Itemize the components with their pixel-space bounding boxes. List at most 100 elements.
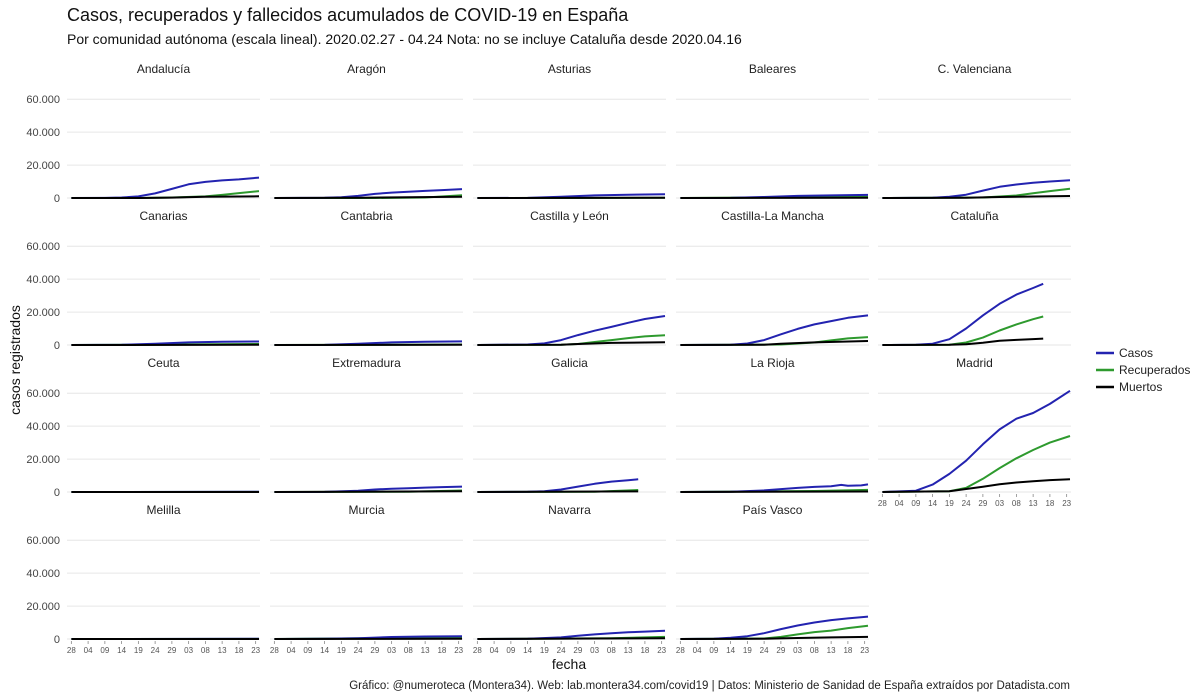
y-tick-label: 20.000 [26,307,60,319]
panel-melilla: Melilla 0 20.000 40.000 60.000 28 04 09 14 19 24 29… [26,503,260,655]
x-tick-label: 28 [67,646,76,655]
facet-panels: Andalucía 0 20.000 40.000 60.000 Aragón Asturi… [26,62,1071,655]
panel-navarra: Navarra 28 04 09 14 19 24 29 03 08 13 18 23 [473,503,667,655]
y-tick-label: 40.000 [26,421,60,433]
x-tick-label: 28 [676,646,685,655]
series-line-muertos [680,490,869,493]
series-line-casos [882,282,1044,346]
series-line-muertos [882,337,1044,346]
panel-title: Murcia [348,503,384,517]
series-line-casos [680,314,869,346]
legend-label: Casos [1119,346,1153,360]
series-line-muertos [882,195,1071,199]
x-tick-label: 23 [860,646,869,655]
legend-item-casos: Casos [1096,346,1153,360]
x-tick-label: 14 [320,646,329,655]
x-tick-label: 24 [760,646,769,655]
x-tick-label: 08 [201,646,210,655]
x-tick-label: 23 [1062,499,1071,508]
panel-title: Castilla-La Mancha [721,209,824,223]
y-tick-label: 20.000 [26,160,60,172]
y-tick-label: 60.000 [26,94,60,106]
x-tick-label: 24 [354,646,363,655]
x-axis-title: fecha [552,656,586,672]
x-tick-label: 19 [540,646,549,655]
x-tick-label: 18 [234,646,243,655]
x-tick-label: 04 [287,646,296,655]
y-tick-label: 40.000 [26,274,60,286]
panel-madrid: Madrid 28 04 09 14 19 24 29 03 08 13 18 23 [878,356,1072,508]
x-tick-label: 18 [843,646,852,655]
y-tick-label: 0 [54,487,60,499]
panel-galicia: Galicia [473,356,666,493]
x-tick-label: 08 [607,646,616,655]
x-tick-label: 13 [827,646,836,655]
panel-title: Navarra [548,503,591,517]
series-line-casos [680,615,869,640]
y-tick-label: 60.000 [26,388,60,400]
series-line-muertos [274,195,463,199]
x-tick-label: 14 [726,646,735,655]
panel-extremadura: Extremadura [270,356,463,493]
y-tick-label: 40.000 [26,127,60,139]
panel-title: Andalucía [137,62,191,76]
x-tick-label: 04 [693,646,702,655]
y-tick-label: 20.000 [26,454,60,466]
series-line-casos [882,179,1071,199]
y-tick-label: 0 [54,193,60,205]
x-tick-label: 03 [793,646,802,655]
series-line-recuperados [882,435,1071,493]
x-tick-label: 28 [270,646,279,655]
x-tick-label: 08 [404,646,413,655]
panel-castilla-y-leon: Castilla y León [473,209,666,346]
x-tick-label: 18 [1045,499,1054,508]
x-tick-label: 19 [337,646,346,655]
y-axis-title: casos registrados [7,305,23,415]
x-tick-label: 03 [590,646,599,655]
panel-title: Madrid [956,356,993,370]
x-tick-label: 29 [573,646,582,655]
panel-murcia: Murcia 28 04 09 14 19 24 29 03 08 13 18 23 [270,503,464,655]
x-tick-label: 09 [100,646,109,655]
x-tick-label: 23 [251,646,260,655]
series-line-muertos [477,490,639,493]
chart-caption: Gráfico: @numeroteca (Montera34). Web: l… [349,680,1070,692]
x-tick-label: 04 [84,646,93,655]
panel-baleares: Baleares [676,62,869,199]
panel-title: La Rioja [750,356,794,370]
panel-title: Ceuta [147,356,179,370]
x-tick-label: 14 [928,499,937,508]
chart-subtitle: Por comunidad autónoma (escala lineal). … [67,31,742,47]
panel-c-valenciana: C. Valenciana [878,62,1071,199]
x-tick-label: 23 [454,646,463,655]
panel-cataluna: Cataluña [878,209,1071,346]
x-tick-label: 13 [624,646,633,655]
panel-andalucia: Andalucía 0 20.000 40.000 60.000 [26,62,260,205]
panel-title: Cantabria [340,209,392,223]
x-tick-label: 03 [995,499,1004,508]
legend-item-muertos: Muertos [1096,380,1162,394]
x-tick-label: 09 [709,646,718,655]
panel-title: País Vasco [743,503,803,517]
y-tick-label: 60.000 [26,535,60,547]
x-tick-label: 13 [421,646,430,655]
x-tick-label: 08 [1012,499,1021,508]
panel-cantabria: Cantabria [270,209,463,346]
legend: Casos Recuperados Muertos [1096,346,1190,394]
panel-title: C. Valenciana [938,62,1012,76]
series-line-muertos [274,490,463,493]
series-line-muertos [71,195,260,199]
legend-item-recuperados: Recuperados [1096,363,1190,377]
panel-title: Castilla y León [530,209,609,223]
panel-pais-vasco: País Vasco 28 04 09 14 19 24 29 03 08 13 18 23 [676,503,870,655]
panel-title: Extremadura [332,356,401,370]
panel-aragon: Aragón [270,62,463,199]
x-tick-label: 18 [640,646,649,655]
panel-title: Canarias [139,209,187,223]
series-line-muertos [680,340,869,346]
panel-title: Aragón [347,62,386,76]
series-line-muertos [680,635,869,640]
y-tick-label: 0 [54,340,60,352]
y-tick-label: 20.000 [26,601,60,613]
